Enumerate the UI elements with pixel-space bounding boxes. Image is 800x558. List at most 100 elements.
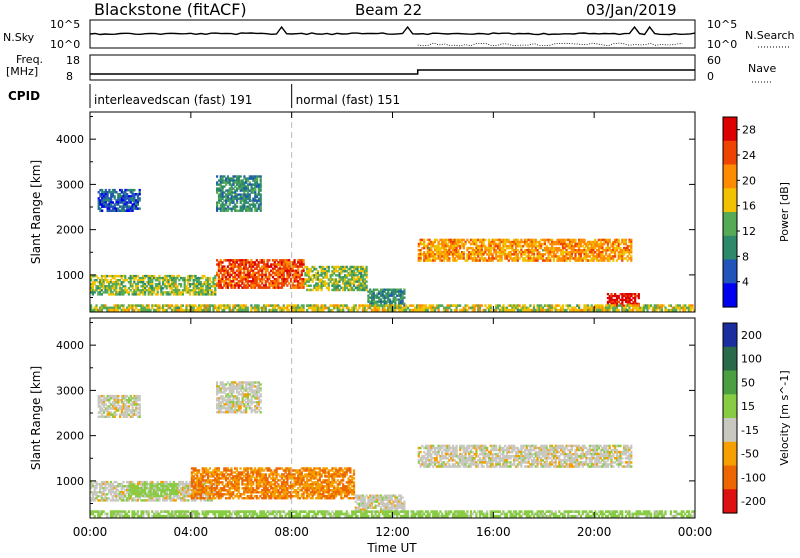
data-cell bbox=[227, 175, 229, 177]
data-cell bbox=[502, 304, 504, 307]
data-cell bbox=[542, 243, 544, 246]
data-cell bbox=[328, 289, 330, 292]
data-cell bbox=[684, 304, 686, 307]
data-cell bbox=[194, 304, 196, 307]
data-cell bbox=[558, 304, 560, 307]
data-cell bbox=[139, 207, 141, 210]
data-cell bbox=[378, 309, 380, 312]
data-cell bbox=[490, 304, 492, 307]
data-cell bbox=[648, 307, 650, 310]
data-cell bbox=[438, 309, 440, 312]
data-cell bbox=[366, 280, 368, 283]
colorbar-swatch bbox=[723, 283, 737, 307]
data-cell bbox=[137, 203, 139, 206]
data-cell bbox=[268, 259, 270, 262]
data-cell bbox=[211, 499, 213, 501]
data-cell bbox=[155, 491, 157, 493]
data-cell bbox=[283, 304, 285, 307]
data-cell bbox=[128, 293, 130, 295]
data-cell bbox=[251, 210, 253, 212]
data-cell bbox=[95, 304, 97, 307]
data-cell bbox=[638, 297, 640, 299]
data-cell bbox=[214, 277, 216, 279]
data-cell bbox=[396, 304, 398, 307]
data-cell bbox=[214, 304, 216, 307]
data-cell bbox=[115, 289, 117, 291]
scatter-feature bbox=[128, 483, 179, 497]
colorbar-tick-label: 28 bbox=[742, 124, 756, 137]
data-cell bbox=[200, 499, 202, 501]
data-cell bbox=[245, 304, 247, 307]
data-cell bbox=[618, 309, 620, 312]
data-cell bbox=[216, 175, 218, 177]
data-cell bbox=[239, 284, 241, 287]
data-cell bbox=[229, 183, 231, 185]
data-cell bbox=[158, 304, 160, 307]
data-cell bbox=[432, 304, 434, 307]
freq-tick-bottom: 8 bbox=[66, 70, 73, 83]
cpid-segment-label: interleavedscan (fast) 191 bbox=[94, 93, 252, 107]
data-cell bbox=[223, 175, 225, 177]
data-cell bbox=[524, 304, 526, 307]
data-cell bbox=[638, 295, 640, 297]
data-cell bbox=[425, 304, 427, 307]
data-cell bbox=[252, 175, 254, 177]
nsearch-line bbox=[418, 43, 683, 46]
data-cell bbox=[260, 210, 262, 212]
data-cell bbox=[250, 304, 252, 307]
data-cell bbox=[303, 286, 305, 289]
data-cell bbox=[303, 263, 305, 266]
data-cell bbox=[239, 495, 241, 497]
nsky-right-tick-bottom: 10^0 bbox=[707, 38, 737, 51]
data-cell bbox=[301, 274, 303, 277]
colorbar-swatch bbox=[723, 141, 737, 165]
data-cell bbox=[180, 285, 182, 287]
data-cell bbox=[95, 487, 97, 489]
scatter-feature bbox=[304, 266, 367, 291]
data-cell bbox=[157, 293, 159, 295]
colorbar-tick-label: 20 bbox=[742, 174, 756, 187]
data-cell bbox=[637, 304, 639, 307]
data-cell bbox=[562, 304, 564, 307]
nsky-trace bbox=[90, 27, 695, 46]
nave-label: Nave bbox=[748, 62, 776, 75]
freq-line bbox=[90, 70, 695, 74]
data-cell bbox=[612, 299, 614, 301]
data-cell bbox=[214, 289, 216, 291]
data-cell bbox=[612, 259, 614, 262]
data-cell bbox=[630, 299, 632, 301]
cpid-label: CPID bbox=[8, 89, 40, 103]
cpid-segment-label: normal (fast) 151 bbox=[296, 93, 400, 107]
colorbar-swatch bbox=[723, 212, 737, 236]
data-cell bbox=[621, 305, 623, 307]
data-cell bbox=[139, 199, 141, 202]
data-cell bbox=[587, 304, 589, 307]
data-cell bbox=[663, 304, 665, 307]
data-cell bbox=[501, 259, 503, 262]
data-cell bbox=[189, 285, 191, 287]
y-tick-label: 4000 bbox=[56, 133, 84, 146]
data-cell bbox=[229, 208, 231, 210]
data-cell bbox=[239, 309, 241, 312]
data-cell bbox=[448, 259, 450, 262]
data-cell bbox=[466, 304, 468, 307]
data-cell bbox=[614, 304, 616, 307]
data-cell bbox=[412, 304, 414, 307]
data-cell bbox=[131, 481, 133, 483]
data-cell bbox=[400, 304, 402, 307]
data-cell bbox=[252, 179, 254, 181]
data-cell bbox=[216, 210, 218, 212]
freq-tick-top: 18 bbox=[66, 54, 80, 67]
data-cell bbox=[260, 175, 262, 177]
data-cell bbox=[182, 293, 184, 295]
data-cell bbox=[182, 304, 184, 307]
data-cell bbox=[187, 499, 189, 501]
data-cell bbox=[321, 289, 323, 292]
colorbar-swatch bbox=[723, 188, 737, 212]
data-cell bbox=[542, 249, 544, 252]
colorbar-tick-label: 24 bbox=[742, 149, 756, 162]
data-cell bbox=[140, 487, 142, 489]
data-cell bbox=[465, 243, 467, 246]
